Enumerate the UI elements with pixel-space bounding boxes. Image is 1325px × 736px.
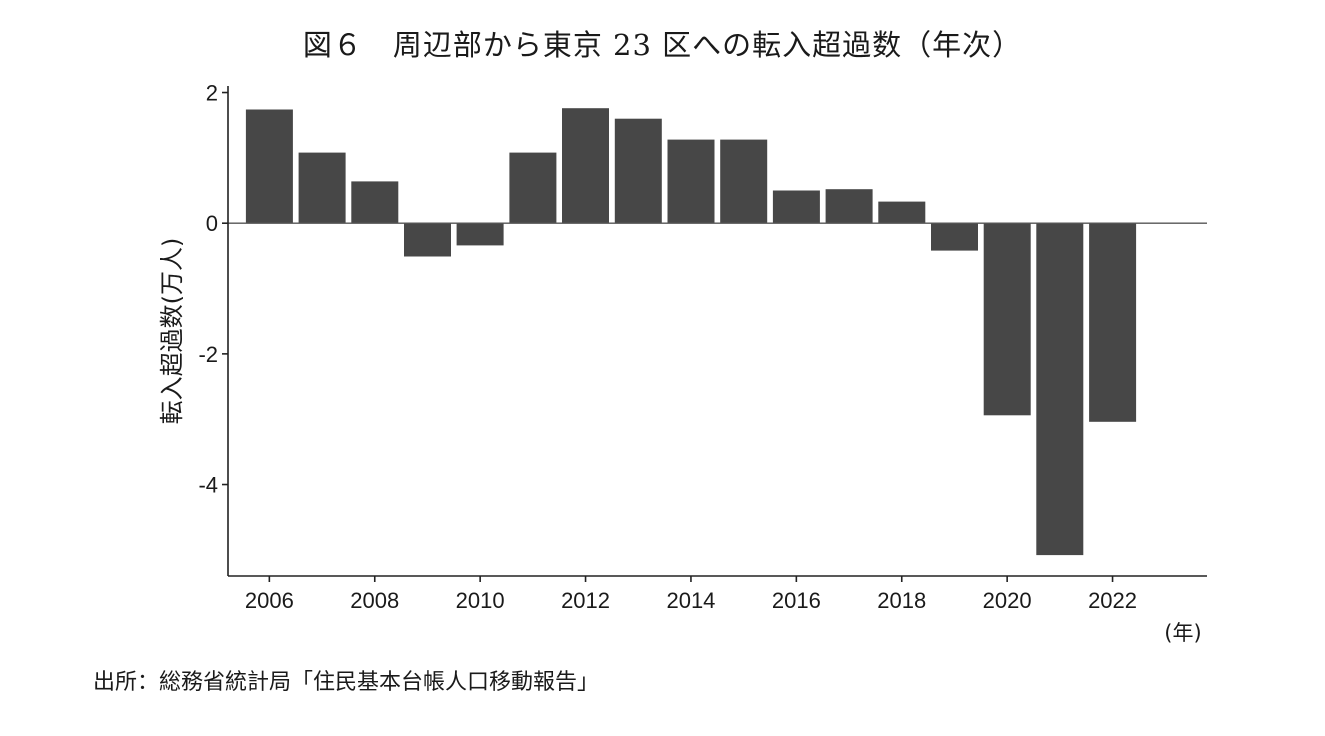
- bar-2013: [614, 118, 662, 224]
- x-tick-label-2018: 2018: [877, 588, 926, 613]
- bar-2018: [878, 201, 926, 224]
- bar-2022: [1089, 223, 1137, 422]
- bar-2006: [245, 109, 293, 224]
- bar-2011: [509, 152, 557, 224]
- bar-chart: 20-2-4 2006 2008 2010 2012 2014 2016 2018 2020 2…: [158, 81, 1207, 645]
- source-note: 出所：総務省統計局「住民基本台帳人口移動報告」: [93, 670, 600, 695]
- x-tick-label-2020: 2020: [983, 588, 1032, 613]
- x-ticks-group: 2006 2008 2010 2012 2014 2016 2018 2020 2022: [245, 576, 1137, 613]
- x-tick-label-2010: 2010: [456, 588, 505, 613]
- chart-title: 図６ 周辺部から東京 23 区への転入超過数（年次）: [302, 28, 1023, 62]
- x-axis-unit-label: (年): [1164, 621, 1201, 645]
- bars-group: [245, 108, 1137, 556]
- y-axis-title: 転入超過数(万人): [158, 238, 186, 425]
- y-tick-label: -2: [198, 342, 218, 367]
- bar-2014: [667, 139, 715, 224]
- y-ticks-group: 2 0 -2 -4: [198, 81, 228, 498]
- bar-2008: [351, 181, 399, 224]
- bar-2017: [825, 189, 873, 224]
- x-tick-label-2012: 2012: [561, 588, 610, 613]
- x-tick-label-2014: 2014: [666, 588, 715, 613]
- bar-2020: [983, 223, 1031, 416]
- bar-2016: [772, 190, 820, 224]
- bar-2021: [1036, 223, 1084, 556]
- x-tick-label-2016: 2016: [772, 588, 821, 613]
- x-tick-label-2006: 2006: [245, 588, 294, 613]
- y-tick-label: -4: [198, 473, 218, 498]
- bar-2010: [456, 223, 504, 246]
- y-tick-label: 2: [206, 81, 218, 106]
- bar-2012: [562, 108, 609, 224]
- bar-2009: [404, 223, 451, 257]
- bar-2007: [298, 152, 346, 224]
- bar-2019: [931, 223, 978, 251]
- x-tick-label-2022: 2022: [1088, 588, 1137, 613]
- bar-2015: [720, 139, 768, 224]
- x-tick-label-2008: 2008: [350, 588, 399, 613]
- y-tick-label: 0: [206, 211, 218, 236]
